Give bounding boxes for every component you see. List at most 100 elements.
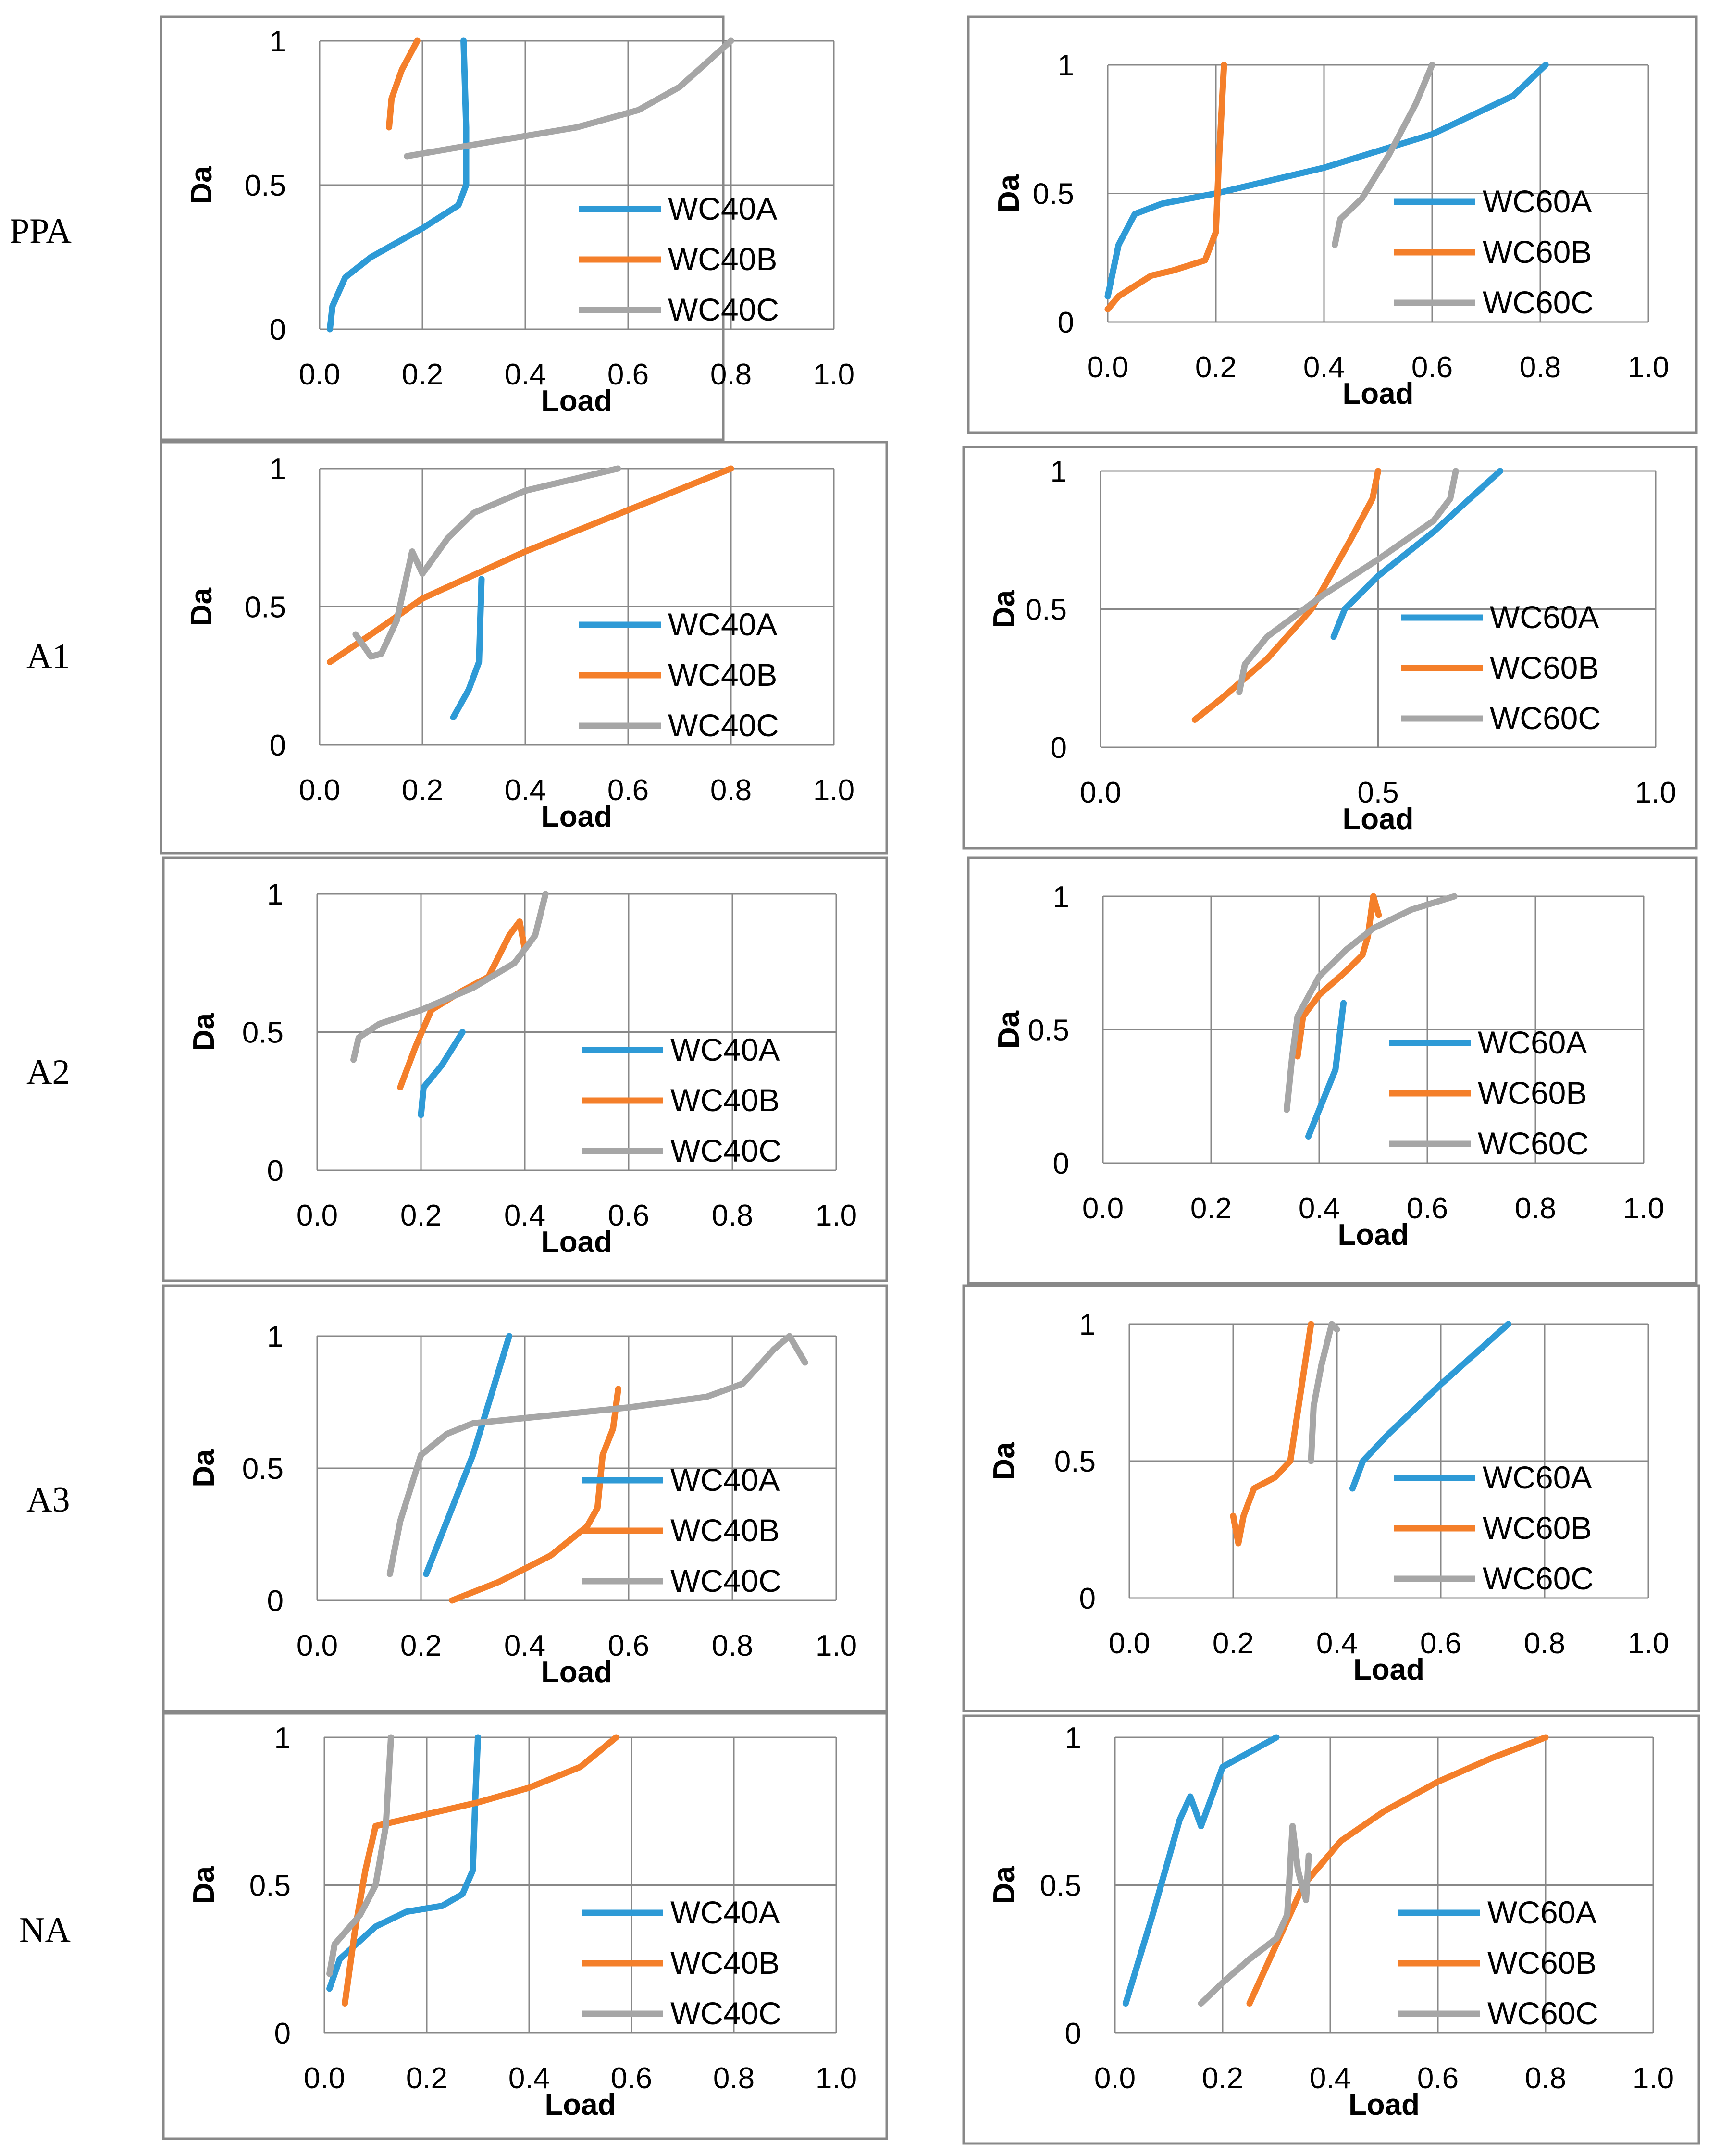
legend-label-wc40c: WC40C bbox=[668, 292, 779, 327]
series-line-wc60c bbox=[1332, 62, 1435, 248]
x-tick-label: 0.8 bbox=[1524, 1627, 1565, 1660]
chart-panel-na-right: 0.0 0.2 0.4 0.6 0.8 1.000.51LoadDaWC60AWC60BW… bbox=[962, 1714, 1700, 2145]
x-tick-label: 0.5 bbox=[1357, 776, 1398, 809]
y-tick-label: 0.5 bbox=[1054, 1445, 1096, 1478]
y-axis-label: Da bbox=[988, 1866, 1021, 1904]
legend-label-wc60c: WC60C bbox=[1483, 1561, 1594, 1596]
legend-label-wc60c: WC60C bbox=[1490, 700, 1601, 736]
series-line-wc60c bbox=[1236, 468, 1459, 695]
series-line-wc60b bbox=[1104, 62, 1227, 312]
x-tick-label: 0.0 bbox=[1094, 2062, 1136, 2095]
x-tick-label: 0.6 bbox=[1417, 2062, 1459, 2095]
series-line-wc60a bbox=[1122, 1734, 1280, 2007]
chart-panel-a1-right: 0.0 0.5 1.0 0 0.5 1 Load Da WC60A WC60B WC60C bbox=[962, 446, 1698, 850]
legend: WC60A WC60B WC60C bbox=[1401, 599, 1601, 736]
x-axis-label: Load bbox=[1353, 1653, 1424, 1686]
legend-label-wc40a: WC40A bbox=[670, 1462, 780, 1498]
series-line-wc40c bbox=[404, 37, 734, 160]
legend-label-wc60c: WC60C bbox=[1487, 1995, 1598, 2031]
x-axis-label: Load bbox=[1342, 803, 1413, 836]
series-line-wc60b bbox=[1294, 893, 1382, 1060]
y-tick-label: 0 bbox=[1053, 1147, 1069, 1180]
x-tick-label: 0.0 bbox=[1109, 1627, 1150, 1660]
y-tick-label: 0 bbox=[270, 729, 286, 762]
y-tick-label: 0.5 bbox=[245, 591, 286, 624]
series-line-wc40c bbox=[350, 891, 549, 1063]
panel-frame bbox=[162, 1712, 888, 2140]
chart-panel-ppa-left: 0.0 0.2 0.4 0.6 0.8 1.000.51LoadDaWC40AWC40BW… bbox=[160, 15, 854, 441]
y-tick-label: 0.5 bbox=[1033, 178, 1074, 211]
y-tick-label: 1 bbox=[270, 25, 286, 58]
y-axis-label: Da bbox=[988, 590, 1021, 628]
legend-label-wc40a: WC40A bbox=[670, 1895, 780, 1930]
legend-label-wc40b: WC40B bbox=[670, 1082, 780, 1118]
x-tick-label: 0.8 bbox=[710, 774, 752, 807]
row-label-na: NA bbox=[19, 1910, 71, 1950]
y-axis-label: Da bbox=[988, 1442, 1021, 1480]
y-axis-label: Da bbox=[185, 587, 218, 626]
x-tick-label: 1.0 bbox=[1628, 1627, 1669, 1660]
legend-label-wc60b: WC60B bbox=[1483, 1510, 1592, 1546]
y-tick-label: 0 bbox=[1051, 731, 1067, 765]
x-tick-label: 0.8 bbox=[713, 2062, 755, 2095]
x-axis-label: Load bbox=[541, 384, 612, 418]
x-tick-label: 0.4 bbox=[1310, 2062, 1351, 2095]
x-tick-label: 0.8 bbox=[712, 1199, 753, 1232]
y-tick-label: 1 bbox=[1079, 1308, 1096, 1341]
legend-label-wc60c: WC60C bbox=[1478, 1126, 1589, 1161]
series-line-wc40c bbox=[386, 1333, 808, 1577]
legend-label-wc60b: WC60B bbox=[1483, 234, 1592, 270]
x-tick-label: 0.6 bbox=[1420, 1627, 1461, 1660]
legend: WC40A WC40B WC40C bbox=[579, 191, 779, 327]
x-tick-label: 0.0 bbox=[299, 358, 340, 391]
series-line-wc40a bbox=[450, 576, 485, 720]
x-tick-label: 0.6 bbox=[1411, 351, 1453, 384]
x-tick-label: 0.4 bbox=[504, 1629, 545, 1662]
y-tick-label: 0 bbox=[1079, 1582, 1096, 1615]
series-line-wc60c bbox=[1198, 1823, 1312, 2007]
y-tick-label: 0.5 bbox=[249, 1870, 291, 1903]
x-tick-label: 0.2 bbox=[1190, 1192, 1232, 1225]
x-tick-label: 0.2 bbox=[1202, 2062, 1243, 2095]
series-line-wc60b bbox=[1191, 468, 1381, 723]
series-line-wc60b bbox=[1230, 1321, 1314, 1547]
series-line-wc40a bbox=[423, 1333, 513, 1577]
x-tick-label: 1.0 bbox=[1628, 351, 1669, 384]
y-tick-label: 1 bbox=[1051, 455, 1067, 488]
legend: WC40A WC40B WC40C bbox=[579, 607, 779, 743]
row-label-a2: A2 bbox=[26, 1053, 70, 1092]
legend: WC40A WC40B WC40C bbox=[582, 1462, 781, 1598]
x-tick-label: 0.4 bbox=[1316, 1627, 1358, 1660]
x-tick-label: 1.0 bbox=[1635, 776, 1676, 809]
x-tick-label: 1.0 bbox=[1623, 1192, 1664, 1225]
legend: WC60A WC60B WC60C bbox=[1394, 184, 1594, 320]
x-tick-label: 0.4 bbox=[1299, 1192, 1340, 1225]
legend-label-wc40b: WC40B bbox=[670, 1512, 780, 1548]
x-tick-label: 0.4 bbox=[1303, 351, 1345, 384]
legend-label-wc40b: WC40B bbox=[670, 1945, 780, 1981]
x-tick-label: 0.8 bbox=[1520, 351, 1561, 384]
legend: WC40A WC40B WC40C bbox=[582, 1032, 781, 1168]
legend-label-wc60a: WC60A bbox=[1490, 599, 1599, 635]
x-tick-label: 1.0 bbox=[816, 2062, 857, 2095]
y-tick-label: 1 bbox=[274, 1722, 291, 1755]
panel-frame bbox=[962, 1714, 1700, 2145]
legend-label-wc60c: WC60C bbox=[1483, 285, 1594, 320]
x-axis-label: Load bbox=[544, 2088, 616, 2121]
x-tick-label: 0.6 bbox=[1407, 1192, 1448, 1225]
legend-label-wc60a: WC60A bbox=[1483, 1460, 1592, 1495]
legend-label-wc60a: WC60A bbox=[1483, 184, 1592, 219]
y-tick-label: 0 bbox=[267, 1154, 284, 1188]
panel-frame bbox=[962, 446, 1698, 850]
y-tick-label: 1 bbox=[270, 453, 286, 486]
legend: WC40A WC40B WC40C bbox=[582, 1895, 781, 2031]
x-axis-label: Load bbox=[541, 1226, 612, 1259]
series-line-wc40c bbox=[326, 1734, 394, 1977]
x-axis-label: Load bbox=[1337, 1218, 1409, 1251]
y-tick-label: 0.5 bbox=[1026, 594, 1067, 627]
x-tick-label: 0.0 bbox=[1080, 776, 1121, 809]
chart-panel-na-left: 0.0 0.2 0.4 0.6 0.8 1.000.51LoadDaWC40AWC40BW… bbox=[162, 1712, 888, 2140]
